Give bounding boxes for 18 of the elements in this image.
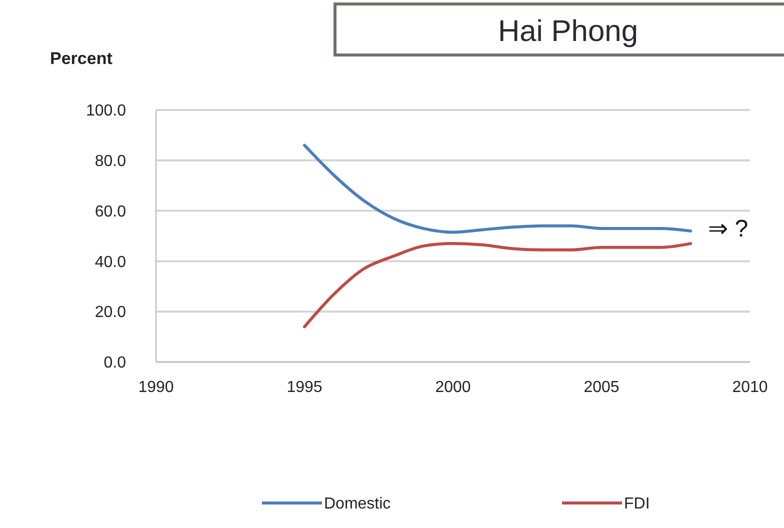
y-tick-label: 100.0 bbox=[86, 102, 126, 120]
chart-title: Hai Phong bbox=[498, 15, 638, 48]
x-tick-label: 2010 bbox=[732, 379, 768, 396]
x-tick-label: 1990 bbox=[138, 379, 174, 396]
x-tick-label: 2005 bbox=[584, 379, 620, 396]
y-tick-label: 20.0 bbox=[94, 304, 126, 322]
y-tick-label: 40.0 bbox=[94, 254, 126, 271]
line-series bbox=[303, 144, 692, 234]
annotation: ⇒ ? bbox=[708, 215, 748, 242]
line-series bbox=[303, 242, 692, 328]
y-tick-label: 0.0 bbox=[104, 354, 126, 372]
x-tick-label: 1995 bbox=[286, 379, 322, 396]
legend-label: Domestic bbox=[324, 496, 391, 513]
x-tick-label: 2000 bbox=[435, 379, 471, 396]
y-axis-title: Percent bbox=[50, 49, 113, 68]
y-tick-label: 80.0 bbox=[94, 153, 126, 170]
y-tick-label: 60.0 bbox=[94, 203, 126, 220]
legend-label: FDI bbox=[624, 496, 650, 513]
